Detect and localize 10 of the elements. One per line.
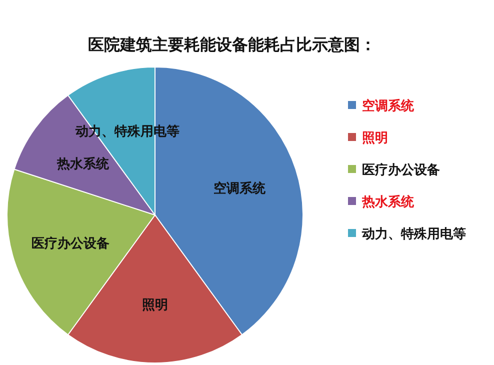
legend-label: 动力、特殊用电等	[361, 227, 466, 242]
legend-label: 医疗办公设备	[362, 162, 440, 178]
slice-label: 医疗办公设备	[32, 235, 110, 252]
chart-title: 医院建筑主要耗能设备能耗占比示意图：	[88, 35, 376, 54]
legend-label: 照明	[362, 131, 388, 146]
slice-label: 照明	[142, 298, 168, 313]
slice-label: 热水系统	[56, 156, 110, 172]
legend-label: 空调系统	[362, 98, 415, 114]
legend-label: 热水系统	[361, 194, 415, 210]
slice-label: 空调系统	[213, 180, 266, 197]
